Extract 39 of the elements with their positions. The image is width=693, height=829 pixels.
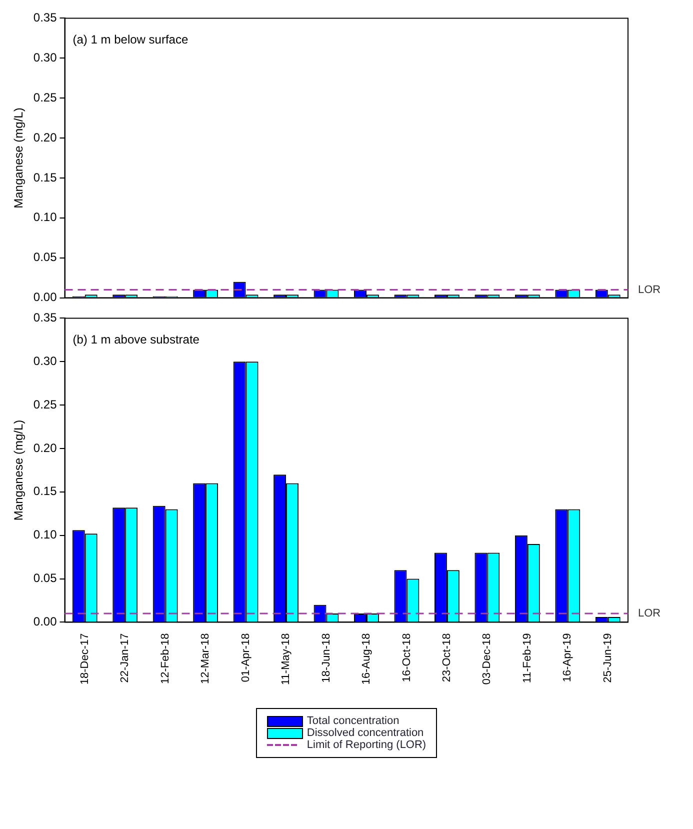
y-tick-label: 0.05: [33, 571, 58, 586]
y-tick-label: 0.25: [33, 90, 58, 104]
y-tick-label: 0.25: [33, 397, 58, 412]
y-tick-label: 0.20: [33, 440, 58, 455]
y-tick-label: 0.00: [33, 614, 58, 629]
y-tick-label: 0.15: [33, 170, 58, 184]
y-tick-label: 0.00: [33, 290, 58, 304]
x-tick-label: 12-Feb-18: [159, 633, 172, 684]
text: (a) 1 m below surface: [72, 32, 188, 47]
ref-line-label: LOR: [638, 608, 661, 620]
y-tick-label: 0.35: [33, 10, 58, 25]
x-tick-label: 18-Jun-18: [320, 633, 332, 683]
ref-line-label: LOR: [638, 284, 661, 296]
text: (b) 1 m above substrate: [72, 332, 200, 347]
y-tick-label: 0.30: [33, 354, 58, 368]
x-tick-label: 12-Mar-18: [200, 633, 212, 684]
x-tick-label: 01-Apr-18: [240, 633, 252, 682]
x-tick-label: 11-Feb-19: [521, 633, 534, 684]
y-axis-title: Manganese (mg/L): [12, 420, 26, 521]
x-tick-label: 22-Jan-17: [119, 633, 132, 683]
x-tick-label: 16-Aug-18: [360, 633, 373, 685]
x-tick-label: 03-Dec-18: [481, 633, 494, 685]
y-tick-label: 0.05: [33, 250, 58, 264]
y-tick-label: 0.10: [33, 528, 58, 542]
x-tick-label: 16-Oct-18: [400, 633, 413, 682]
y-tick-label: 0.35: [33, 310, 58, 325]
y-tick-label: 0.15: [33, 484, 58, 498]
x-tick-label: 16-Apr-19: [562, 633, 574, 682]
x-tick-label: 25-Jun-19: [602, 633, 614, 683]
x-tick-label: 11-May-18: [280, 633, 292, 686]
legend-label: Dissolved concentration: [306, 727, 424, 739]
y-tick-label: 0.20: [33, 130, 58, 144]
text: Limit of Reporting (LOR): [306, 739, 426, 751]
y-tick-label: 0.30: [33, 50, 58, 64]
legend-label: Total concentration: [306, 715, 400, 727]
x-tick-label: 18-Dec-17: [78, 633, 91, 685]
y-axis-title: Manganese (mg/L): [12, 108, 26, 208]
y-tick-label: 0.10: [33, 210, 58, 224]
x-tick-label: 23-Oct-18: [440, 633, 453, 682]
